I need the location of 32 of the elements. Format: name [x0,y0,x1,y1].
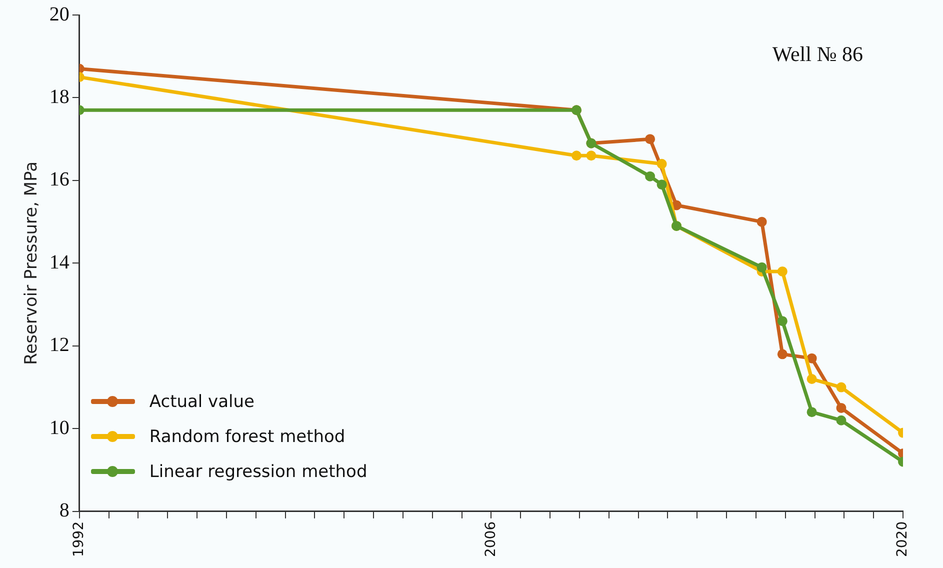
point [806,407,817,418]
x-tick-label: 2006 [482,521,499,558]
point [777,316,788,326]
point [836,382,846,392]
legend-label: Actual value [149,392,254,412]
y-tick-label: 14 [49,251,70,274]
y-axis-title: Reservoir Pressure, MPa [22,162,42,365]
point [806,374,817,384]
point [645,134,656,144]
y-tick-label: 10 [49,416,70,439]
point [756,216,767,227]
x-tick-label: 1992 [71,521,88,558]
point [836,402,846,413]
y-tick-label: 18 [49,86,70,108]
y-tick-label: 8 [59,500,70,522]
point [806,353,817,364]
point [836,415,846,426]
x-tick-label: 2020 [894,521,911,558]
point [645,171,656,182]
point [656,180,667,190]
annotation: Well № 86 [772,42,863,66]
y-tick-label: 12 [49,334,70,356]
point [656,158,667,169]
point [572,150,582,161]
y-tick-label: 20 [49,3,70,26]
y-tick-label: 16 [49,168,70,191]
point [756,262,767,272]
point [777,266,788,276]
legend-label: Random forest method [149,426,346,447]
point [777,349,788,360]
point [586,150,596,161]
legend-label: Linear regression method [149,462,368,482]
